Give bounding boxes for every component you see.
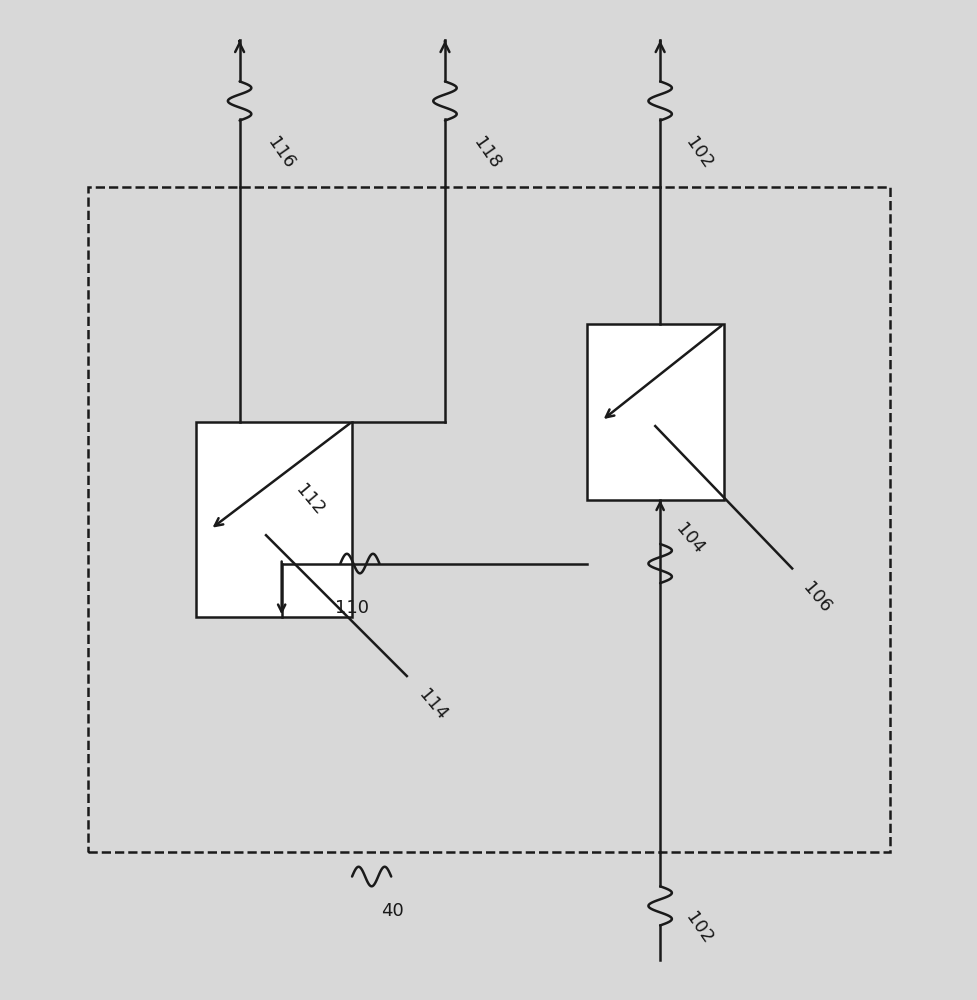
Bar bbox=[586, 324, 723, 500]
Text: 40: 40 bbox=[381, 902, 404, 920]
Text: 110: 110 bbox=[335, 599, 369, 617]
Text: 106: 106 bbox=[798, 579, 833, 617]
Text: 102: 102 bbox=[681, 134, 715, 172]
Bar bbox=[195, 422, 352, 617]
Bar bbox=[88, 187, 889, 852]
Text: 114: 114 bbox=[414, 686, 450, 724]
Text: 104: 104 bbox=[671, 520, 707, 558]
Text: 112: 112 bbox=[291, 481, 327, 519]
Text: 116: 116 bbox=[264, 134, 298, 172]
Text: 102: 102 bbox=[681, 909, 715, 948]
Text: 118: 118 bbox=[469, 134, 503, 172]
